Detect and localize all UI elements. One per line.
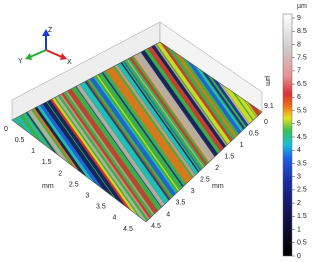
colorbar-label: 8.5 (297, 28, 307, 35)
left-axis-tick: 3 (85, 193, 89, 200)
surface-stripe (152, 42, 262, 222)
colorbar (282, 13, 293, 257)
axis-gizmo: Z Y X (18, 27, 72, 66)
colorbar-label: 7 (297, 68, 301, 75)
surface-stripe (137, 42, 262, 222)
surface-stripe (160, 42, 262, 222)
right-axis-tick: 1.5 (224, 154, 234, 161)
surface-stripe (12, 42, 153, 222)
surface-stripe (157, 42, 262, 222)
generated: 0 0.5 1 1.5 2 2.5 3 3.5 4 4.5 0 0.5 1 1.5 2 2.5 3 3.5 4 4.5… (4, 15, 307, 260)
left-axis-tick: 4.5 (123, 226, 133, 233)
colorbar-label: 4 (297, 147, 301, 154)
left-axis-tick: 0.5 (15, 137, 25, 144)
colorbar-label: 4.5 (297, 134, 307, 141)
colorbar-unit: µm (297, 3, 307, 10)
surface-stripe (130, 42, 262, 222)
surface-stripe (126, 42, 262, 222)
surface-stripe (12, 42, 155, 222)
surface-stripe (134, 42, 262, 222)
gizmo-z: Z (48, 27, 53, 34)
colorbar-label: 1.5 (297, 213, 307, 220)
z-label: µm (264, 76, 271, 86)
surface-stripe (12, 42, 173, 222)
surface-stripe (12, 42, 150, 222)
left-axis-tick: 3.5 (96, 204, 106, 211)
right-axis-tick: 3 (191, 188, 195, 195)
surface-stripe (12, 42, 165, 222)
surface-stripe (12, 42, 160, 222)
colorbar-label: 1 (297, 226, 301, 233)
surface-stripe (163, 42, 262, 222)
left-axis-label: mm (42, 183, 54, 190)
colorbar-label: 5.5 (297, 107, 307, 114)
right-axis-tick: 1 (240, 142, 244, 149)
right-axis-tick: 0.5 (249, 130, 259, 137)
right-axis-tick: 0 (264, 119, 268, 126)
right-axis-tick: 4.5 (151, 223, 161, 230)
colorbar-label: 2.5 (297, 187, 307, 194)
z-top: 9.1 (264, 103, 274, 110)
gizmo-y: Y (18, 58, 23, 65)
surface-stripe (148, 42, 262, 222)
colorbar-label: 0.5 (297, 240, 307, 247)
surface-stripe (119, 42, 262, 222)
colorbar-label: 8 (297, 41, 301, 48)
colorbar-label: 6.5 (297, 81, 307, 88)
colorbar-label: 0 (297, 253, 301, 260)
surface-stripe (122, 42, 262, 222)
right-axis-tick: 4 (166, 211, 170, 218)
colorbar-label: 3 (297, 174, 301, 181)
surface-stripe (21, 42, 196, 222)
colorbar-label: 2 (297, 200, 301, 207)
left-axis-tick: 1 (31, 148, 35, 155)
left-axis-tick: 4 (112, 215, 116, 222)
left-axis-tick: 1.5 (42, 159, 52, 166)
surface-stripe (12, 42, 178, 222)
surface-view: Z Y X mm mm 9.1 µm µm 00.511.522.533.544… (4, 3, 307, 260)
colorbar-label: 6 (297, 94, 301, 101)
left-axis-tick: 2 (58, 170, 62, 177)
gizmo-x: X (67, 59, 72, 66)
colorbar-label: 3.5 (297, 160, 307, 167)
right-axis-tick: 2 (215, 165, 219, 172)
left-axis-tick: 0 (4, 126, 8, 133)
right-axis-tick: 3.5 (176, 200, 186, 207)
surface-stripe (144, 42, 262, 222)
surface-stripe (12, 42, 168, 222)
colorbar-label: 7.5 (297, 55, 307, 62)
surface-stripe (15, 42, 190, 222)
surface-stripe (242, 42, 262, 222)
right-axis-label: mm (212, 183, 224, 190)
left-axis-tick: 2.5 (69, 181, 79, 188)
right-axis-tick: 2.5 (200, 177, 210, 184)
surface-stripe (12, 42, 181, 222)
colorbar-label: 5 (297, 121, 301, 128)
colorbar-label: 9 (297, 15, 301, 22)
